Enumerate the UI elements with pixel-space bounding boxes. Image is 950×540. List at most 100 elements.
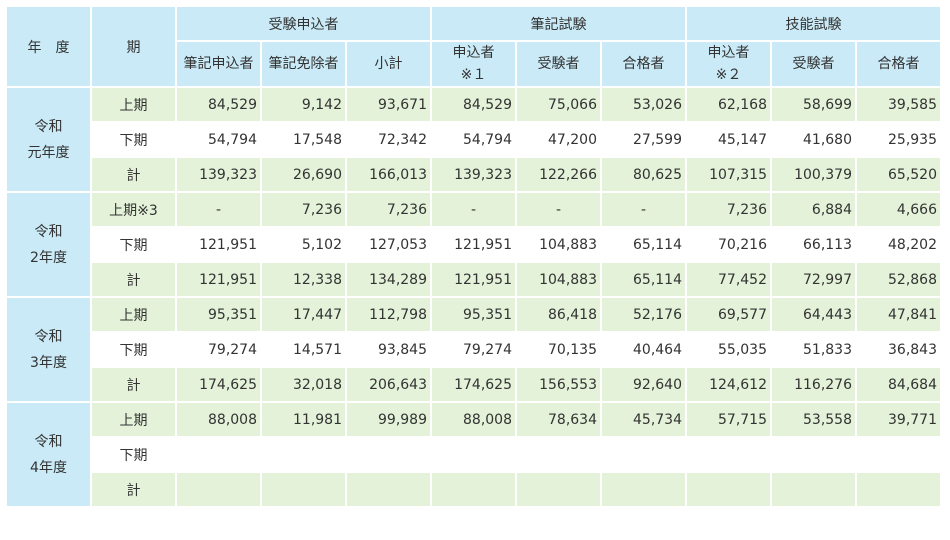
value-cell: 39,585 <box>857 88 940 121</box>
table-row: 下期 <box>7 438 940 471</box>
value-cell: - <box>432 193 515 226</box>
period-label: 計 <box>92 368 175 401</box>
value-cell: 99,989 <box>347 403 430 436</box>
header-period: 期 <box>92 7 175 86</box>
value-cell: 80,625 <box>602 158 685 191</box>
subheader-cell: 合格者 <box>857 42 940 86</box>
value-cell: 69,577 <box>687 298 770 331</box>
value-cell: - <box>602 193 685 226</box>
value-cell: 17,548 <box>262 123 345 156</box>
value-cell: 95,351 <box>177 298 260 331</box>
fiscal-year-label: 令和 2年度 <box>7 193 90 296</box>
subheader-cell: 合格者 <box>602 42 685 86</box>
value-cell: 92,640 <box>602 368 685 401</box>
value-cell: 47,200 <box>517 123 600 156</box>
table-row: 下期 121,951 5,102 127,053 121,951 104,883 65,11… <box>7 228 940 261</box>
exam-statistics-table: 年 度 期 受験申込者 筆記試験 技能試験 筆記申込者 筆記免除者 小計 申込者 ※１ 受… <box>5 5 942 508</box>
table-row: 計 139,323 26,690 166,013 139,323 122,266 80,62… <box>7 158 940 191</box>
value-cell <box>177 438 260 471</box>
value-cell <box>602 438 685 471</box>
period-label: 計 <box>92 263 175 296</box>
value-cell: 45,147 <box>687 123 770 156</box>
value-cell: - <box>517 193 600 226</box>
table-row: 計 121,951 12,338 134,289 121,951 104,883 65,11… <box>7 263 940 296</box>
value-cell: 54,794 <box>177 123 260 156</box>
value-cell: 174,625 <box>432 368 515 401</box>
value-cell: 40,464 <box>602 333 685 366</box>
table-body: 令和 元年度 上期 84,529 9,142 93,671 84,529 75,066 53,0… <box>7 88 940 506</box>
subheader-row: 筆記申込者 筆記免除者 小計 申込者 ※１ 受験者 合格者 申込者 ※２ 受験者 合格者 <box>7 42 940 86</box>
value-cell: 65,114 <box>602 228 685 261</box>
value-cell <box>432 438 515 471</box>
value-cell: 78,634 <box>517 403 600 436</box>
subheader-cell: 申込者 ※２ <box>687 42 770 86</box>
value-cell <box>347 473 430 506</box>
value-cell: 26,690 <box>262 158 345 191</box>
value-cell: 156,553 <box>517 368 600 401</box>
value-cell <box>517 473 600 506</box>
value-cell <box>517 438 600 471</box>
value-cell: 36,843 <box>857 333 940 366</box>
value-cell: 121,951 <box>177 263 260 296</box>
header-skill-exam-group: 技能試験 <box>687 7 940 40</box>
value-cell: 7,236 <box>347 193 430 226</box>
value-cell <box>262 473 345 506</box>
value-cell: 124,612 <box>687 368 770 401</box>
value-cell: 48,202 <box>857 228 940 261</box>
value-cell: 100,379 <box>772 158 855 191</box>
value-cell: 72,342 <box>347 123 430 156</box>
value-cell: 206,643 <box>347 368 430 401</box>
value-cell: 39,771 <box>857 403 940 436</box>
value-cell: 116,276 <box>772 368 855 401</box>
value-cell: 112,798 <box>347 298 430 331</box>
value-cell: 77,452 <box>687 263 770 296</box>
value-cell: 79,274 <box>432 333 515 366</box>
subheader-cell: 受験者 <box>772 42 855 86</box>
value-cell: 6,884 <box>772 193 855 226</box>
table-row: 令和 3年度 上期 95,351 17,447 112,798 95,351 86,418 52… <box>7 298 940 401</box>
value-cell: 14,571 <box>262 333 345 366</box>
value-cell: 51,833 <box>772 333 855 366</box>
value-cell <box>347 438 430 471</box>
value-cell: 121,951 <box>432 263 515 296</box>
table-row: 下期 54,794 17,548 72,342 54,794 47,200 27,599 45… <box>7 123 940 156</box>
value-cell: 41,680 <box>772 123 855 156</box>
value-cell: 45,734 <box>602 403 685 436</box>
value-cell <box>177 473 260 506</box>
value-cell: 93,671 <box>347 88 430 121</box>
subheader-cell: 小計 <box>347 42 430 86</box>
value-cell: 122,266 <box>517 158 600 191</box>
header-written-exam-group: 筆記試験 <box>432 7 685 40</box>
value-cell: 65,114 <box>602 263 685 296</box>
value-cell: 121,951 <box>177 228 260 261</box>
value-cell: - <box>177 193 260 226</box>
value-cell: 65,520 <box>857 158 940 191</box>
value-cell: 53,558 <box>772 403 855 436</box>
value-cell: 72,997 <box>772 263 855 296</box>
value-cell: 7,236 <box>262 193 345 226</box>
period-label: 下期 <box>92 228 175 261</box>
value-cell: 57,715 <box>687 403 770 436</box>
value-cell <box>262 438 345 471</box>
period-label: 上期※3 <box>92 193 175 226</box>
period-label: 下期 <box>92 123 175 156</box>
value-cell: 9,142 <box>262 88 345 121</box>
value-cell: 104,883 <box>517 263 600 296</box>
value-cell: 5,102 <box>262 228 345 261</box>
period-label: 計 <box>92 158 175 191</box>
subheader-cell: 受験者 <box>517 42 600 86</box>
value-cell: 7,236 <box>687 193 770 226</box>
value-cell: 166,013 <box>347 158 430 191</box>
header-year: 年 度 <box>7 7 90 86</box>
value-cell: 174,625 <box>177 368 260 401</box>
period-label: 上期 <box>92 403 175 436</box>
value-cell: 70,216 <box>687 228 770 261</box>
value-cell: 32,018 <box>262 368 345 401</box>
value-cell: 93,845 <box>347 333 430 366</box>
value-cell: 127,053 <box>347 228 430 261</box>
value-cell: 66,113 <box>772 228 855 261</box>
value-cell: 27,599 <box>602 123 685 156</box>
period-label: 上期 <box>92 88 175 121</box>
value-cell: 121,951 <box>432 228 515 261</box>
value-cell <box>772 473 855 506</box>
